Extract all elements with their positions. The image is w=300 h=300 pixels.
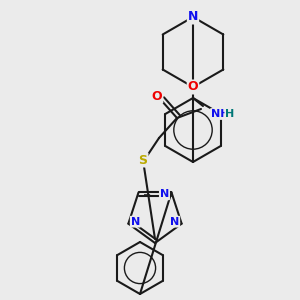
Text: H: H: [225, 109, 234, 119]
Text: N: N: [131, 217, 140, 227]
Text: NH: NH: [211, 109, 230, 119]
Text: N: N: [170, 217, 179, 227]
Text: O: O: [152, 89, 162, 103]
Text: N: N: [188, 11, 198, 23]
Text: S: S: [139, 154, 148, 166]
Text: N: N: [160, 189, 169, 199]
Text: =: =: [142, 189, 151, 199]
Text: O: O: [188, 80, 198, 94]
